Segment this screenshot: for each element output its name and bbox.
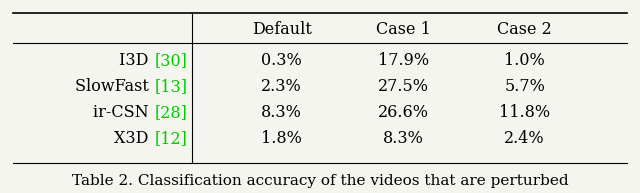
- Text: 11.8%: 11.8%: [499, 104, 550, 121]
- Text: X3D: X3D: [115, 130, 154, 147]
- Text: 2.4%: 2.4%: [504, 130, 545, 147]
- Text: Case 1: Case 1: [376, 21, 431, 38]
- Text: 8.3%: 8.3%: [383, 130, 424, 147]
- Text: [13]: [13]: [154, 78, 188, 95]
- Text: 5.7%: 5.7%: [504, 78, 545, 95]
- Text: Default: Default: [252, 21, 312, 38]
- Text: 1.8%: 1.8%: [261, 130, 302, 147]
- Text: [12]: [12]: [154, 130, 188, 147]
- Text: 0.3%: 0.3%: [261, 52, 302, 69]
- Text: ir-CSN: ir-CSN: [93, 104, 154, 121]
- Text: 2.3%: 2.3%: [261, 78, 302, 95]
- Text: Table 2. Classification accuracy of the videos that are perturbed: Table 2. Classification accuracy of the …: [72, 174, 568, 188]
- Text: 1.0%: 1.0%: [504, 52, 545, 69]
- Text: Case 2: Case 2: [497, 21, 552, 38]
- Text: [28]: [28]: [154, 104, 188, 121]
- Text: 27.5%: 27.5%: [378, 78, 429, 95]
- Text: 8.3%: 8.3%: [261, 104, 302, 121]
- Text: I3D: I3D: [119, 52, 154, 69]
- Text: [30]: [30]: [154, 52, 188, 69]
- Text: SlowFast: SlowFast: [75, 78, 154, 95]
- Text: 17.9%: 17.9%: [378, 52, 429, 69]
- Text: 26.6%: 26.6%: [378, 104, 429, 121]
